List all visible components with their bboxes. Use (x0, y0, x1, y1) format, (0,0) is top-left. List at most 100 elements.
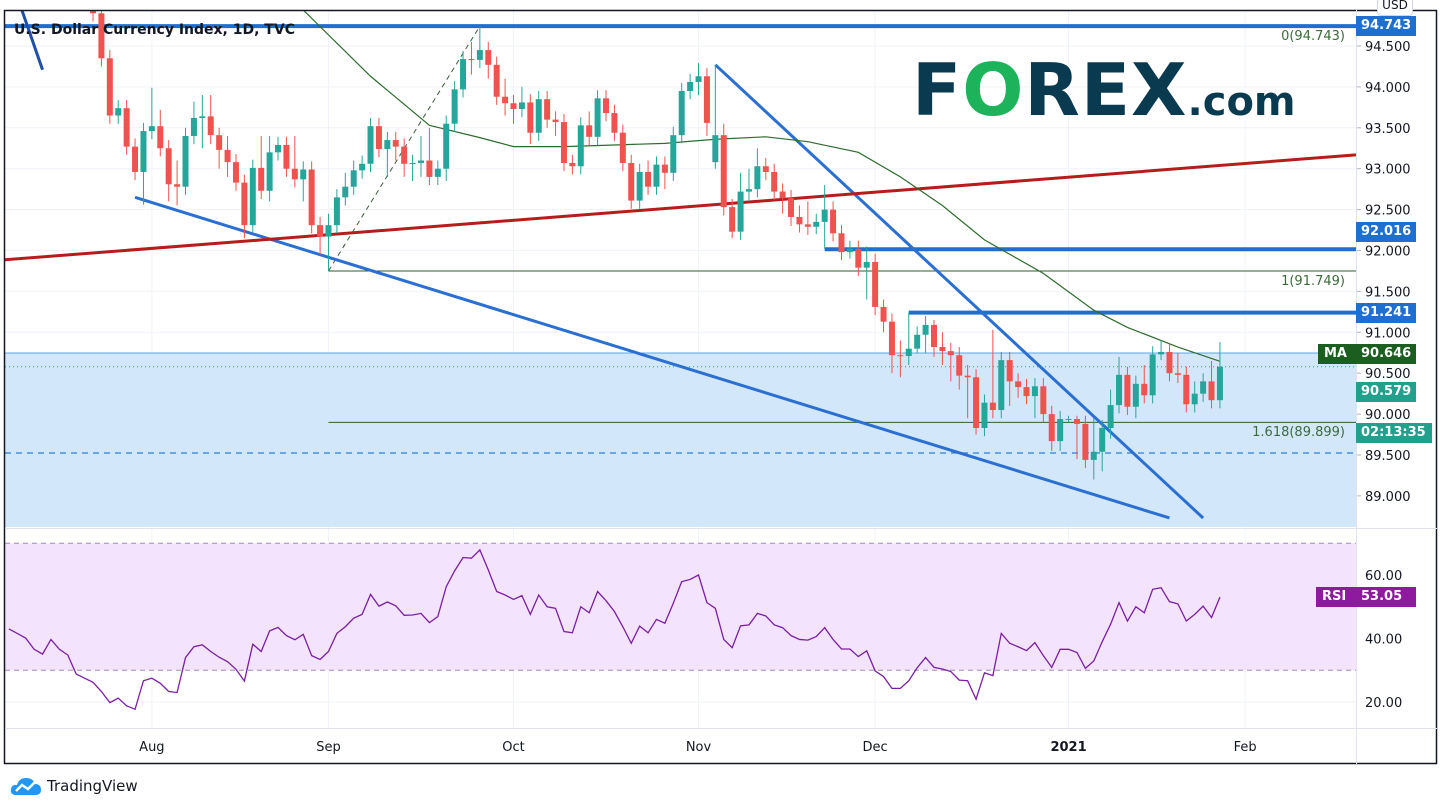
price-tick-label: 93.000 (1365, 163, 1411, 178)
candle-up (905, 348, 912, 357)
candle-up (249, 167, 256, 226)
candle-down (569, 162, 576, 167)
candle-up (670, 135, 677, 173)
candle-down (796, 216, 803, 225)
moving-average-line (302, 10, 1221, 362)
fib-level-label: 1.618(89.899) (1252, 425, 1345, 441)
candle-down (830, 209, 837, 234)
candle-up (182, 135, 189, 187)
candle-up (367, 126, 374, 164)
candle-down (174, 184, 181, 187)
candle-down (1141, 383, 1148, 396)
candle-down (1183, 374, 1190, 405)
price-pane[interactable] (0, 0, 1356, 527)
candle-up (518, 102, 525, 109)
candle-up (535, 99, 542, 133)
candle-down (804, 224, 811, 227)
candle-up (1031, 386, 1038, 397)
rsi-tag: RSI (1316, 587, 1356, 608)
candle-up (594, 98, 601, 137)
candle-down (771, 171, 778, 192)
candle-up (417, 160, 424, 163)
candle-down (308, 169, 315, 226)
candle-down (779, 191, 786, 199)
candle-down (897, 355, 904, 357)
candle-up (863, 261, 870, 268)
candle-down (973, 377, 980, 429)
candle-up (636, 171, 643, 201)
candle-down (510, 103, 517, 109)
candle-up (695, 76, 702, 82)
price-tick-label: 91.500 (1365, 285, 1411, 300)
candle-up (434, 168, 441, 177)
time-tick-label: Dec (863, 740, 888, 755)
candle-up (476, 50, 483, 60)
candle-down (207, 116, 214, 136)
candle-down (1015, 381, 1022, 388)
rsi-pane[interactable] (5, 542, 1356, 711)
candle-up (460, 59, 467, 90)
candle-up (384, 140, 391, 150)
rsi-tick-label: 60.00 (1365, 569, 1402, 584)
candle-down (880, 306, 887, 322)
candle-down (132, 146, 139, 172)
candle-down (645, 171, 652, 187)
candle-down (619, 132, 626, 163)
chart-title: U.S. Dollar Currency Index, 1D, TVC (14, 22, 295, 38)
currency-unit-button[interactable]: USD (1377, 0, 1413, 16)
candle-up (1057, 419, 1064, 442)
time-tick-label: Nov (686, 740, 712, 755)
last-price-badge: 90.579 (1356, 381, 1416, 402)
price-level-badge: 91.241 (1356, 302, 1416, 323)
candle-down (931, 324, 937, 348)
candle-down (788, 198, 795, 217)
candle-up (1099, 428, 1106, 452)
candle-down (989, 402, 996, 411)
tradingview-logo[interactable]: TradingView (10, 775, 138, 797)
candle-down (720, 135, 727, 208)
candle-down (157, 126, 164, 149)
time-tick-label: Feb (1234, 740, 1257, 755)
candle-up (1200, 381, 1207, 394)
candle-up (712, 135, 719, 163)
candle-down (527, 102, 534, 133)
candle-up (981, 402, 988, 429)
candle-down (872, 261, 879, 307)
candle-down (98, 13, 105, 59)
candle-up (359, 163, 366, 171)
candle-down (1040, 386, 1047, 415)
ma-tag: MA (1318, 344, 1356, 365)
candle-down (426, 160, 433, 177)
price-level-badge: 94.743 (1356, 16, 1416, 37)
candle-down (1048, 414, 1055, 442)
price-tick-label: 89.000 (1365, 490, 1411, 505)
candle-up (687, 81, 694, 91)
candle-down (703, 76, 710, 123)
candle-down (964, 375, 971, 378)
candle-down (947, 351, 954, 356)
candle-up (275, 144, 282, 153)
candle-down (502, 96, 509, 104)
time-tick-label: 2021 (1050, 740, 1086, 755)
candle-down (401, 146, 408, 164)
candle-up (678, 90, 685, 136)
candle-down (544, 99, 551, 120)
candle-down (838, 233, 845, 253)
candle-down (1082, 423, 1089, 460)
candle-up (1191, 393, 1198, 405)
axes: 94.500 94.000 93.500 93.000 92.500 92.000 91.5… (139, 40, 1410, 755)
price-tick-label: 90.000 (1365, 408, 1411, 423)
candle-down (291, 168, 298, 180)
candle-up (300, 169, 307, 180)
candle-down (123, 108, 130, 147)
candle-up (737, 191, 744, 232)
candle-down (165, 148, 172, 185)
candle-down (216, 135, 223, 150)
candle-up (350, 170, 357, 187)
candle-down (552, 119, 559, 123)
upper-left-trendline (20, 10, 44, 71)
forex-com-logo: FOREX.com (912, 54, 1296, 126)
candle-up (813, 221, 820, 227)
candle-up (333, 197, 340, 226)
